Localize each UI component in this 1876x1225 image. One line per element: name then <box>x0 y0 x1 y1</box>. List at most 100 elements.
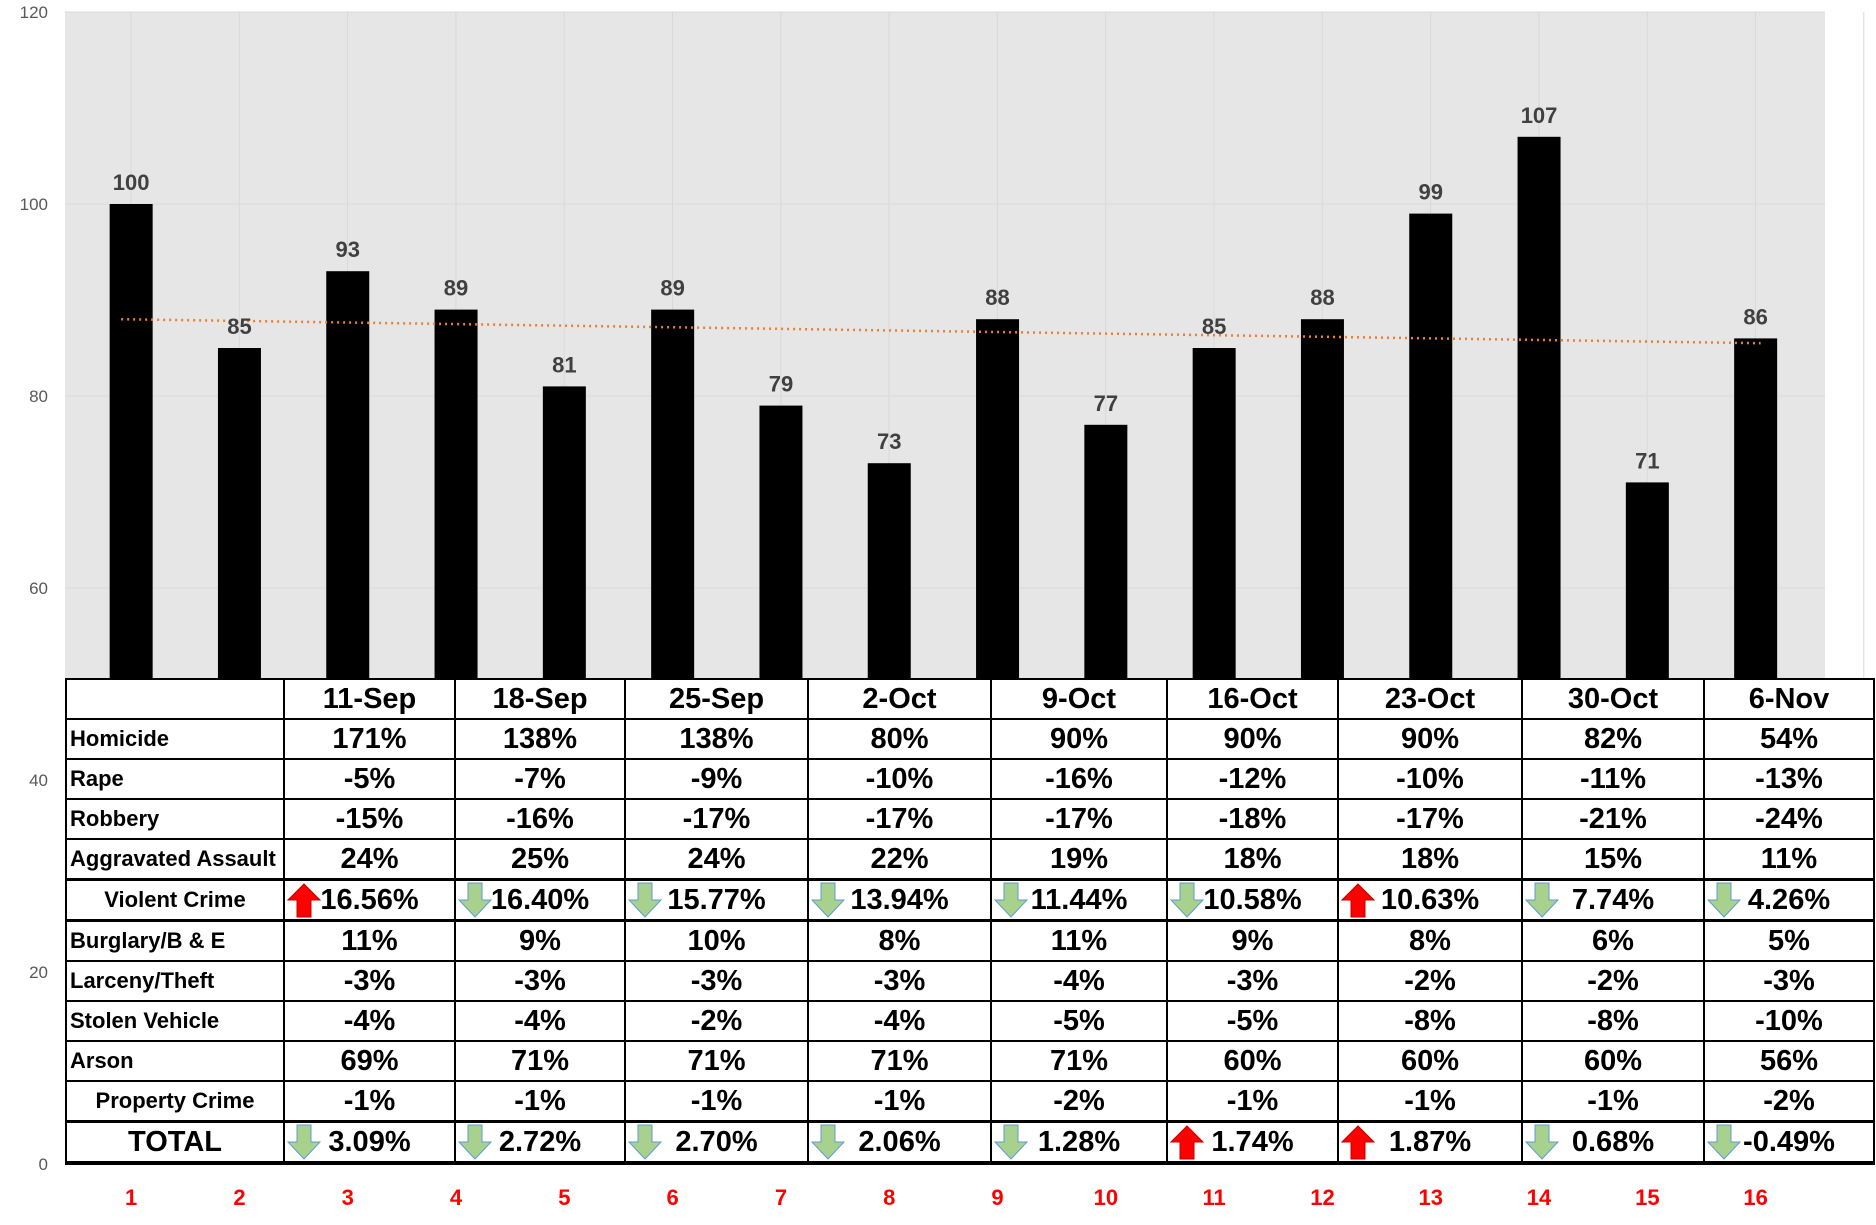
arrow-down-icon <box>287 1124 321 1160</box>
table-cell: 18% <box>1337 838 1523 881</box>
arrow-down-icon <box>994 882 1028 918</box>
arrow-up-icon <box>287 882 321 918</box>
data-label: 79 <box>769 372 793 397</box>
column-header: 18-Sep <box>454 678 626 720</box>
cell-value: -0.49% <box>1743 1125 1835 1158</box>
arrow-down-icon <box>1707 1124 1741 1160</box>
row-label: Burglary/B & E <box>65 919 285 962</box>
column-header: 9-Oct <box>990 678 1168 720</box>
table-cell: 8% <box>1337 919 1523 962</box>
table-cell: 15% <box>1521 838 1705 881</box>
x-tick-label: 5 <box>558 1185 570 1210</box>
row-label: Property Crime <box>65 1080 285 1123</box>
cell-value: 3.09% <box>328 1125 411 1158</box>
table-row: Rape -5% -7% -9% -10% -16% -12% -10% -11% -13% <box>65 758 1875 800</box>
x-tick-label: 13 <box>1419 1185 1443 1210</box>
table-cell: 60% <box>1166 1040 1339 1082</box>
table-cell: 2.06% <box>807 1120 992 1165</box>
data-label: 85 <box>1202 314 1226 339</box>
cell-value: 2.06% <box>858 1125 941 1158</box>
table-cell: -1% <box>624 1080 809 1123</box>
table-cell: 6% <box>1521 919 1705 962</box>
table-cell: 8% <box>807 919 992 962</box>
table-cell: -3% <box>1166 960 1339 1002</box>
table-row: Larceny/Theft -3% -3% -3% -3% -4% -3% -2% -2% -3% <box>65 960 1875 1002</box>
table-cell: -17% <box>990 798 1168 840</box>
table-cell: 22% <box>807 838 992 881</box>
table-row: TOTAL 3.09% 2.72% 2.70% 2.06% 1.28% 1.74% 1.87%… <box>65 1120 1875 1165</box>
arrow-down-icon <box>628 882 662 918</box>
arrow-up-icon <box>1341 882 1375 918</box>
data-label: 77 <box>1094 391 1118 416</box>
x-tick-label: 4 <box>450 1185 463 1210</box>
y-tick-label: 80 <box>29 387 48 406</box>
data-label: 89 <box>660 276 684 301</box>
value-labels: 100 85 93 89 81 89 79 73 88 77 85 88 99 107 71 86 <box>113 103 1768 474</box>
table-cell: -3% <box>624 960 809 1002</box>
table-row: Homicide 171% 138% 138% 80% 90% 90% 90% 82% 54% <box>65 718 1875 760</box>
y-tick-label: 120 <box>20 3 48 22</box>
table-cell: -5% <box>990 1000 1168 1042</box>
arrow-up-icon <box>1341 1124 1375 1160</box>
table-cell: -3% <box>283 960 456 1002</box>
y-tick-label: 100 <box>20 195 48 214</box>
table-row: Robbery -15% -16% -17% -17% -17% -18% -17% -21% -… <box>65 798 1875 840</box>
table-cell: -2% <box>1521 960 1705 1002</box>
table-cell: 2.72% <box>454 1120 626 1165</box>
table-cell: 11% <box>990 919 1168 962</box>
table-cell: 60% <box>1337 1040 1523 1082</box>
table-cell: 16.56% <box>283 878 456 922</box>
column-header: 16-Oct <box>1166 678 1339 720</box>
cell-value: 7.74% <box>1571 883 1655 916</box>
table-cell: -3% <box>454 960 626 1002</box>
table-cell: 56% <box>1703 1040 1875 1082</box>
table-cell: 13.94% <box>807 878 992 922</box>
x-tick-label: 1 <box>125 1185 137 1210</box>
row-label: TOTAL <box>65 1120 285 1165</box>
table-cell: 15.77% <box>624 878 809 922</box>
table-cell: 16.40% <box>454 878 626 922</box>
x-tick-label: 14 <box>1527 1185 1552 1210</box>
table-cell: -2% <box>1703 1080 1875 1123</box>
table-cell: 1.74% <box>1166 1120 1339 1165</box>
table-cell: -1% <box>807 1080 992 1123</box>
table-cell: 19% <box>990 838 1168 881</box>
arrow-down-icon <box>458 882 492 918</box>
table-cell: 24% <box>624 838 809 881</box>
arrow-down-icon <box>1525 1124 1559 1160</box>
table-cell: -0.49% <box>1703 1120 1875 1165</box>
table-cell: -18% <box>1166 798 1339 840</box>
table-cell: -4% <box>990 960 1168 1002</box>
arrow-down-icon <box>1707 882 1741 918</box>
data-label: 107 <box>1521 103 1558 128</box>
table-cell: 138% <box>624 718 809 760</box>
cell-value: 11.44% <box>1030 883 1128 916</box>
cell-value: 15.77% <box>667 883 766 916</box>
table-cell: 5% <box>1703 919 1875 962</box>
data-label: 71 <box>1635 448 1659 473</box>
table-cell: -1% <box>1521 1080 1705 1123</box>
table-cell: -7% <box>454 758 626 800</box>
table-cell: -21% <box>1521 798 1705 840</box>
table-cell: -3% <box>807 960 992 1002</box>
table-cell: -5% <box>283 758 456 800</box>
table-cell: -2% <box>624 1000 809 1042</box>
x-tick-label: 15 <box>1635 1185 1659 1210</box>
x-tick-label: 3 <box>342 1185 354 1210</box>
arrow-down-icon <box>811 882 845 918</box>
table-cell: 9% <box>1166 919 1339 962</box>
table-cell: -17% <box>1337 798 1523 840</box>
x-tick-label: 10 <box>1094 1185 1118 1210</box>
table-cell: 138% <box>454 718 626 760</box>
table-cell: -1% <box>1337 1080 1523 1123</box>
table-cell: 9% <box>454 919 626 962</box>
table-cell: -10% <box>807 758 992 800</box>
cell-value: 2.72% <box>498 1125 582 1158</box>
cell-value: 13.94% <box>850 883 949 916</box>
data-label: 93 <box>336 237 360 262</box>
table-cell: 25% <box>454 838 626 881</box>
table-cell: -5% <box>1166 1000 1339 1042</box>
table-cell: 1.87% <box>1337 1120 1523 1165</box>
table-cell: 54% <box>1703 718 1875 760</box>
table-cell: -2% <box>1337 960 1523 1002</box>
